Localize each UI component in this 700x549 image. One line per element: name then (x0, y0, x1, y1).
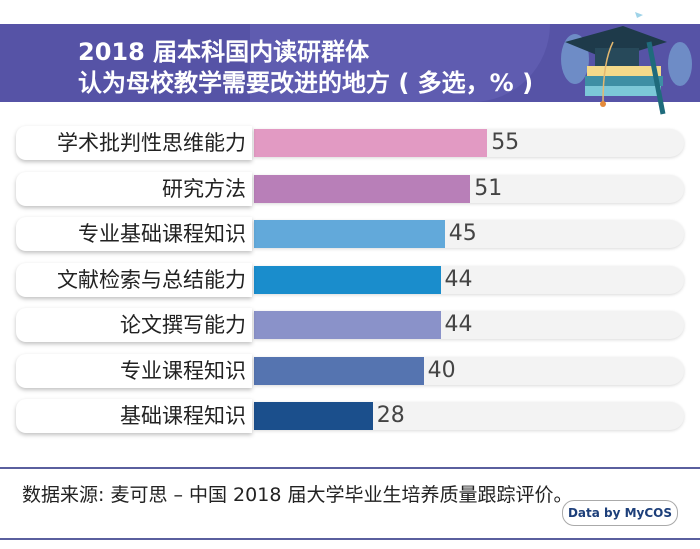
category-label: 基础课程知识 (16, 399, 252, 433)
data-label: 40 (427, 357, 456, 383)
bar (254, 311, 441, 339)
source-note: 数据来源: 麦可思 – 中国 2018 届大学毕业生培养质量跟踪评价。 (22, 484, 573, 506)
bar (254, 356, 424, 385)
category-label: 文献检索与总结能力 (16, 262, 252, 297)
graduation-cap-icon (561, 12, 692, 115)
divider-bottom (0, 538, 700, 540)
category-label: 研究方法 (16, 171, 252, 206)
bar (254, 220, 445, 248)
data-label: 45 (448, 221, 477, 246)
chart-title-line2: 认为母校教学需要改进的地方 ( 多选，% ) (78, 69, 534, 97)
category-label: 学术批判性思维能力 (16, 126, 252, 160)
chart-title-line1: 2018 届本科国内读研群体 (78, 38, 370, 66)
data-label: 55 (491, 130, 520, 155)
data-by-mycos-badge: Data by MyCOS (562, 500, 678, 526)
category-label: 专业基础课程知识 (16, 217, 252, 251)
bar (254, 129, 488, 157)
data-label: 51 (474, 175, 503, 201)
bar (254, 402, 373, 430)
category-label: 论文撰写能力 (16, 308, 252, 342)
category-label: 专业课程知识 (16, 353, 252, 388)
divider-top (0, 467, 700, 469)
data-label: 44 (444, 312, 473, 337)
data-label: 44 (444, 266, 473, 292)
data-label: 28 (376, 403, 405, 428)
bar (254, 265, 441, 294)
bar (254, 174, 471, 203)
